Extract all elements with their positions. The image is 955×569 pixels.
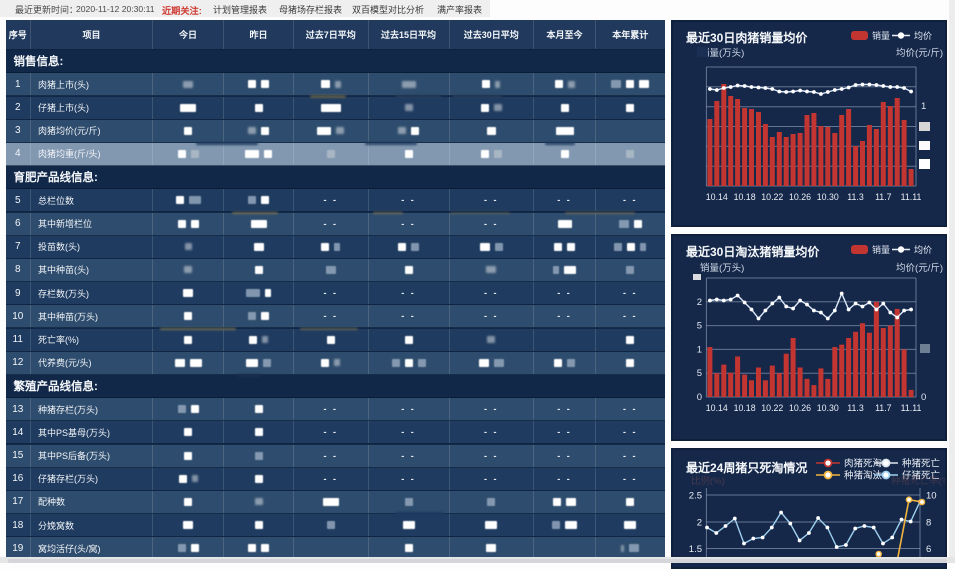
svg-text:销量(万头): 销量(万头) xyxy=(700,47,744,59)
svg-text:10.30: 10.30 xyxy=(817,403,839,413)
svg-text:销量: 销量 xyxy=(872,244,890,255)
svg-text:均价: 均价 xyxy=(914,30,932,41)
svg-text:2: 2 xyxy=(697,517,702,528)
svg-text:种猪死亡率(%: 种猪死亡率(% xyxy=(891,475,945,487)
svg-text:2: 2 xyxy=(697,296,702,307)
svg-text:10.26: 10.26 xyxy=(789,192,811,202)
svg-text:10.22: 10.22 xyxy=(761,192,783,202)
svg-text:销量(万头): 销量(万头) xyxy=(700,262,744,274)
svg-text:11.7: 11.7 xyxy=(875,192,892,202)
svg-text:种猪死亡: 种猪死亡 xyxy=(902,457,940,469)
svg-text:5: 5 xyxy=(697,368,702,379)
svg-text:10: 10 xyxy=(926,490,937,501)
svg-text:均价(元/斤): 均价(元/斤) xyxy=(896,262,943,274)
svg-text:10.18: 10.18 xyxy=(734,192,756,202)
svg-text:0: 0 xyxy=(697,392,702,403)
svg-text:10.26: 10.26 xyxy=(789,403,811,413)
svg-text:1: 1 xyxy=(697,344,702,355)
svg-text:最近30日肉猪销量均价: 最近30日肉猪销量均价 xyxy=(686,30,808,45)
svg-text:肉猪死淘: 肉猪死淘 xyxy=(844,457,882,469)
svg-text:11.11: 11.11 xyxy=(901,192,922,202)
svg-text:10.30: 10.30 xyxy=(817,192,839,202)
svg-text:8: 8 xyxy=(926,517,931,528)
svg-text:11.7: 11.7 xyxy=(875,403,892,413)
svg-text:2.5: 2.5 xyxy=(689,490,702,501)
svg-text:仔猪死亡: 仔猪死亡 xyxy=(902,469,940,481)
svg-text:0: 0 xyxy=(921,392,926,403)
svg-text:11.3: 11.3 xyxy=(847,192,864,202)
svg-text:1: 1 xyxy=(921,101,926,112)
svg-text:10.14: 10.14 xyxy=(706,403,728,413)
svg-text:10.14: 10.14 xyxy=(706,192,728,202)
svg-text:5: 5 xyxy=(697,320,702,331)
svg-text:最近24周猪只死淘情况: 最近24周猪只死淘情况 xyxy=(686,460,807,475)
svg-text:均价: 均价 xyxy=(914,244,932,255)
svg-text:6: 6 xyxy=(926,544,931,555)
svg-text:均价(元/斤): 均价(元/斤) xyxy=(896,47,943,59)
svg-text:11.11: 11.11 xyxy=(901,403,922,413)
svg-text:1.5: 1.5 xyxy=(689,544,702,555)
svg-text:种猪淘汰: 种猪淘汰 xyxy=(844,469,883,481)
svg-text:10.18: 10.18 xyxy=(734,403,756,413)
svg-text:11.3: 11.3 xyxy=(847,403,864,413)
svg-text:最近30日淘汰猪销量均价: 最近30日淘汰猪销量均价 xyxy=(686,244,820,259)
svg-text:10.22: 10.22 xyxy=(761,403,783,413)
svg-text:比例(%): 比例(%) xyxy=(691,475,725,487)
svg-text:销量: 销量 xyxy=(872,30,890,41)
